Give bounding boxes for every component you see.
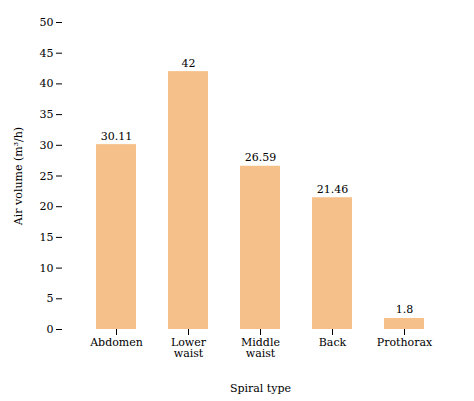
svg-text:20: 20 — [40, 200, 54, 213]
svg-text:42: 42 — [182, 57, 196, 70]
svg-text:Middlewaist: Middlewaist — [241, 336, 280, 360]
svg-text:30: 30 — [40, 139, 54, 152]
svg-text:Prothorax: Prothorax — [377, 336, 433, 349]
svg-text:Air volume (m³/h): Air volume (m³/h) — [12, 127, 25, 226]
svg-text:Abdomen: Abdomen — [89, 336, 143, 349]
svg-text:Spiral type: Spiral type — [230, 382, 291, 395]
svg-text:5: 5 — [47, 292, 54, 305]
svg-text:Lowerwaist: Lowerwaist — [171, 336, 207, 360]
svg-text:21.46: 21.46 — [317, 183, 349, 196]
svg-text:0: 0 — [47, 323, 54, 336]
svg-text:40: 40 — [40, 77, 54, 90]
svg-text:50: 50 — [40, 16, 54, 29]
svg-text:10: 10 — [40, 262, 54, 275]
svg-text:26.59: 26.59 — [245, 151, 277, 164]
svg-text:Back: Back — [319, 336, 347, 349]
svg-text:30.11: 30.11 — [101, 130, 133, 143]
svg-text:45: 45 — [40, 47, 54, 60]
svg-text:25: 25 — [40, 170, 54, 183]
svg-text:35: 35 — [40, 108, 54, 121]
svg-text:15: 15 — [40, 231, 54, 244]
svg-text:1.8: 1.8 — [396, 303, 414, 316]
